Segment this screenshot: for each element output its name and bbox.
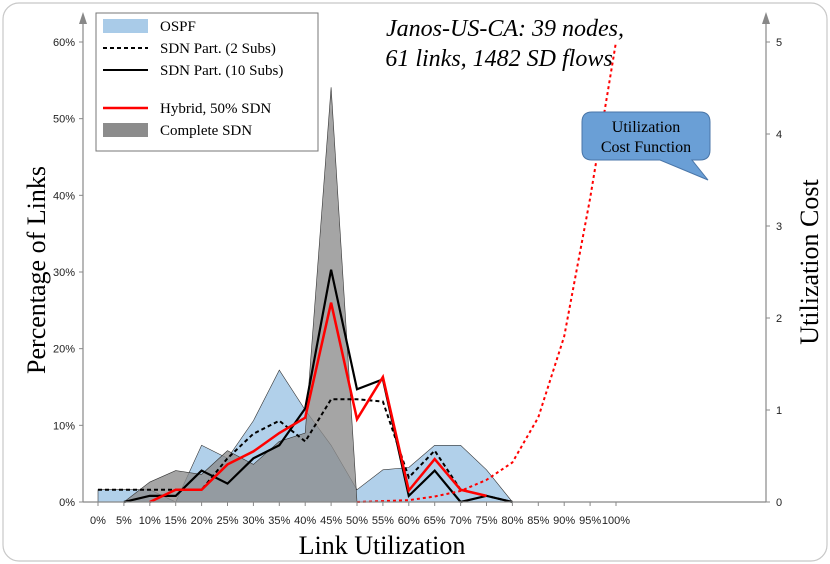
series-line-sdn-part-2-subs [98,398,513,503]
x-tick-label: 70% [450,515,472,527]
x-tick-label: 100% [602,515,630,527]
y2-tick-label: 5 [776,37,782,49]
y2-tick-label: 0 [776,497,782,509]
legend-label-hybrid: Hybrid, 50% SDN [160,101,271,117]
y2-tick-label: 2 [776,313,782,325]
callout-line1: Utilization [612,119,680,136]
x-tick-label: 30% [242,515,264,527]
legend-label-sdn-10-subs: SDN Part. (10 Subs) [160,63,283,79]
chart-title-line2: 61 links, 1482 SD flows [385,46,612,72]
x-tick-label: 50% [346,515,368,527]
legend: OSPF SDN Part. (2 Subs) SDN Part. (10 Su… [95,12,319,152]
legend-swatch-complete-sdn [103,123,148,137]
legend-swatch-ospf [103,19,148,33]
legend-label-complete-sdn: Complete SDN [160,123,252,139]
y-tick-label: 60% [53,37,75,49]
x-tick-label: 95% [579,515,601,527]
x-tick-label: 20% [191,515,213,527]
series-line-sdn-part-10-subs [123,269,513,504]
legend-label-sdn-2-subs: SDN Part. (2 Subs) [160,41,276,57]
x-tick-label: 65% [424,515,446,527]
x-tick-label: 5% [116,515,132,527]
y-tick-label: 40% [53,190,75,202]
y-axis-title: Percentage of Links [22,166,51,374]
series-line-hybrid-50-sdn [149,302,487,504]
legend-label-ospf: OSPF [160,19,196,35]
y2-axis-arrow [762,12,770,24]
x-axis-title: Link Utilization [299,531,466,560]
x-tick-label: 25% [216,515,238,527]
legend-item-complete-sdn: Complete SDN [103,123,252,139]
y-axis-arrow [79,12,87,24]
x-tick-label: 75% [475,515,497,527]
x-tick-label: 55% [372,515,394,527]
legend-item-sdn-2-subs: SDN Part. (2 Subs) [103,41,276,57]
legend-item-hybrid: Hybrid, 50% SDN [103,101,271,117]
x-tick-label: 85% [527,515,549,527]
y2-axis-title: Utilization Cost [795,179,824,345]
x-tick-label: 40% [294,515,316,527]
chart-title-line1: Janos-US-CA: 39 nodes, [386,16,624,42]
y-tick-label: 50% [53,114,75,126]
x-tick-label: 80% [501,515,523,527]
x-tick-label: 35% [268,515,290,527]
y2-tick-label: 3 [776,221,782,233]
y-tick-label: 10% [53,420,75,432]
legend-item-ospf: OSPF [103,19,196,35]
x-tick-label: 60% [398,515,420,527]
y-tick-label: 20% [53,344,75,356]
legend-item-sdn-10-subs: SDN Part. (10 Subs) [103,63,283,79]
series-line-utilization-cost-function [356,41,617,503]
x-tick-label: 10% [139,515,161,527]
y2-tick-label: 4 [776,129,782,141]
y-tick-label: 30% [53,267,75,279]
x-tick-label: 0% [90,515,106,527]
y2-tick-label: 1 [776,405,782,417]
x-tick-label: 15% [165,515,187,527]
callout-line2: Cost Function [601,139,691,156]
callout-bubble [581,111,711,181]
x-tick-label: 90% [553,515,575,527]
cost-function-callout: Utilization Cost Function [581,111,711,181]
y-tick-label: 0% [59,497,75,509]
x-tick-label: 45% [320,515,342,527]
plot-series [97,41,617,504]
